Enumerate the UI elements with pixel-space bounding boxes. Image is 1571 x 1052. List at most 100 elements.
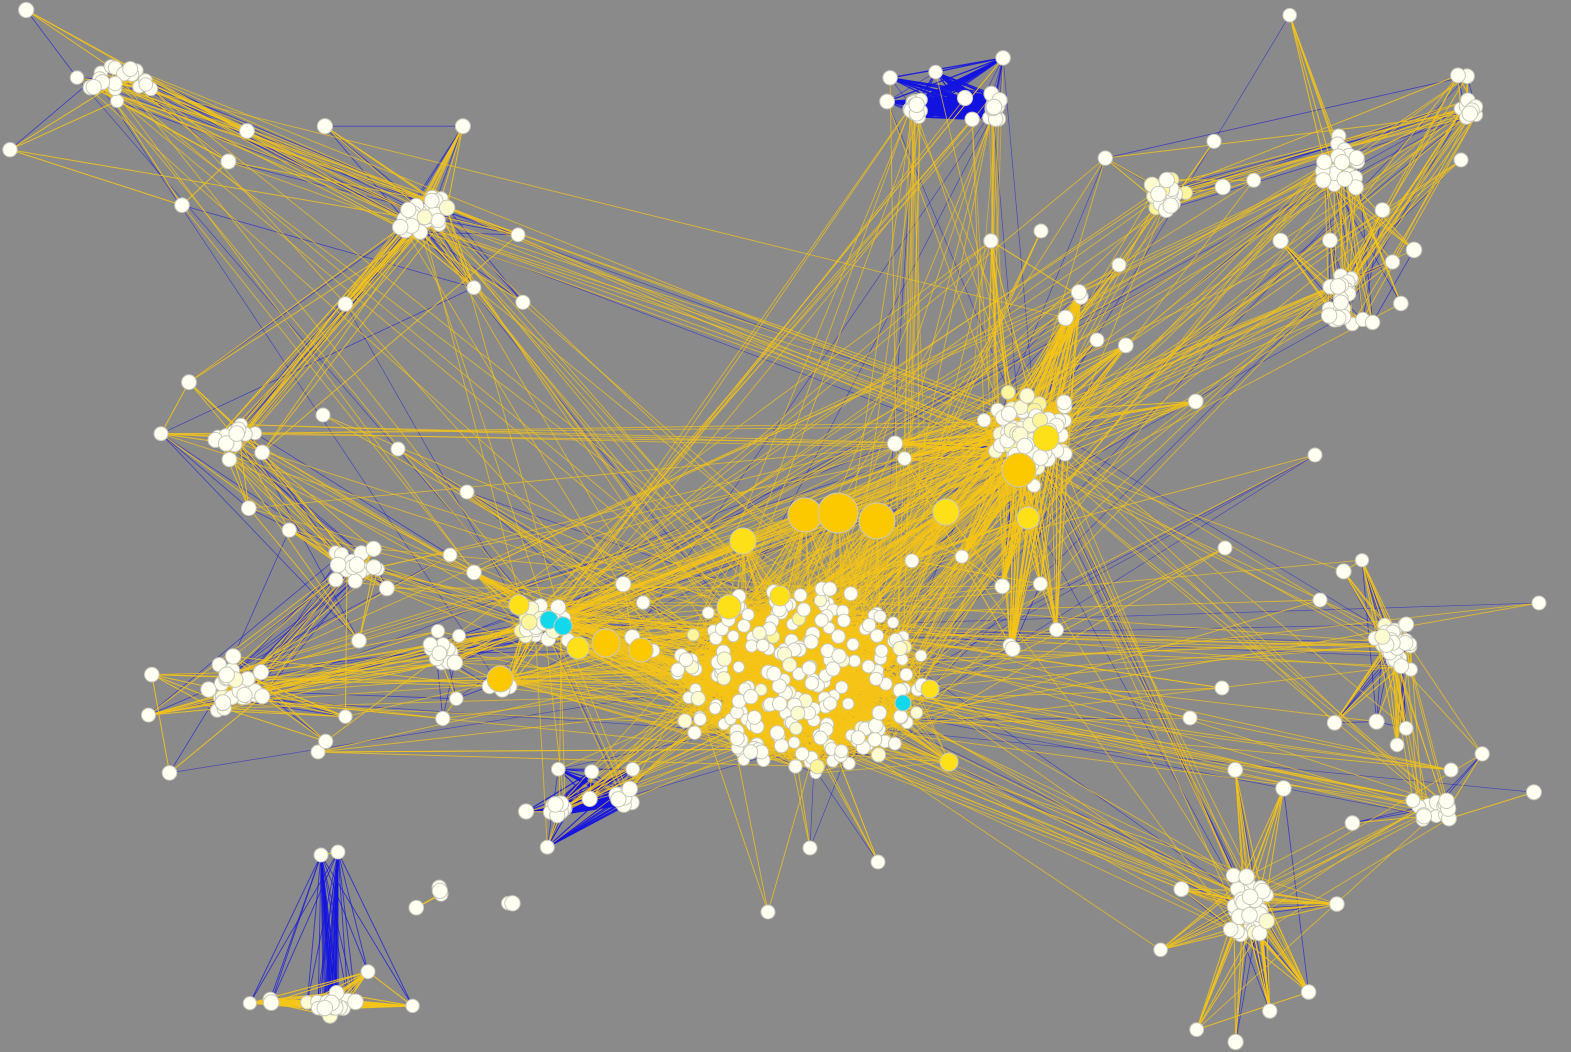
graph-node-highlighted[interactable]: [553, 616, 573, 636]
graph-node[interactable]: [431, 882, 448, 900]
graph-node[interactable]: [610, 791, 627, 808]
graph-node[interactable]: [1089, 332, 1105, 348]
graph-node[interactable]: [1364, 314, 1381, 331]
graph-node[interactable]: [870, 628, 885, 643]
graph-node-hub[interactable]: [769, 585, 791, 607]
graph-node[interactable]: [181, 374, 197, 391]
graph-node[interactable]: [741, 608, 755, 622]
graph-node[interactable]: [351, 632, 367, 649]
graph-node[interactable]: [1405, 793, 1421, 808]
graph-node[interactable]: [843, 586, 859, 602]
graph-node[interactable]: [236, 686, 253, 704]
graph-node[interactable]: [153, 426, 169, 442]
graph-node[interactable]: [908, 96, 925, 114]
graph-node[interactable]: [848, 654, 862, 668]
graph-node[interactable]: [1329, 896, 1345, 912]
graph-node[interactable]: [1222, 921, 1239, 938]
graph-node[interactable]: [1348, 149, 1365, 167]
graph-node[interactable]: [893, 709, 908, 724]
graph-node[interactable]: [466, 280, 482, 296]
graph-node[interactable]: [446, 654, 464, 671]
graph-node-highlighted[interactable]: [894, 694, 912, 712]
graph-node[interactable]: [994, 578, 1011, 595]
graph-node[interactable]: [242, 996, 257, 1011]
graph-node[interactable]: [835, 680, 849, 694]
graph-node[interactable]: [687, 725, 702, 740]
graph-node[interactable]: [1258, 912, 1275, 930]
graph-node[interactable]: [310, 744, 326, 760]
graph-node[interactable]: [316, 999, 334, 1017]
graph-node[interactable]: [1316, 153, 1333, 170]
graph-node[interactable]: [1275, 780, 1292, 797]
graph-node[interactable]: [615, 576, 632, 593]
graph-node[interactable]: [964, 111, 980, 128]
graph-node[interactable]: [1238, 868, 1255, 886]
graph-node-hub[interactable]: [508, 594, 530, 616]
graph-node[interactable]: [220, 153, 237, 170]
graph-node[interactable]: [861, 659, 876, 674]
graph-node[interactable]: [813, 730, 828, 746]
graph-node[interactable]: [1189, 1022, 1205, 1037]
graph-node[interactable]: [743, 744, 759, 760]
graph-node[interactable]: [825, 661, 841, 677]
graph-node[interactable]: [330, 844, 346, 860]
graph-node[interactable]: [787, 736, 801, 749]
graph-node[interactable]: [1312, 592, 1328, 608]
graph-node[interactable]: [1033, 223, 1049, 239]
graph-node[interactable]: [842, 756, 856, 771]
graph-node[interactable]: [1282, 7, 1297, 23]
graph-node[interactable]: [1474, 746, 1490, 762]
graph-node[interactable]: [218, 666, 235, 684]
graph-node-hub[interactable]: [932, 498, 960, 526]
graph-node[interactable]: [1227, 762, 1244, 778]
graph-node[interactable]: [677, 713, 693, 729]
graph-node[interactable]: [1206, 133, 1222, 149]
graph-node[interactable]: [1374, 202, 1391, 219]
graph-node[interactable]: [886, 435, 904, 452]
graph-node-hub[interactable]: [566, 636, 590, 660]
graph-node[interactable]: [518, 803, 535, 820]
graph-node[interactable]: [1368, 713, 1385, 730]
graph-node[interactable]: [1329, 278, 1347, 295]
graph-node[interactable]: [85, 79, 102, 96]
graph-node[interactable]: [504, 895, 521, 912]
graph-node[interactable]: [390, 441, 406, 457]
graph-node[interactable]: [754, 683, 768, 697]
graph-node[interactable]: [790, 705, 806, 721]
graph-node[interactable]: [1032, 576, 1048, 592]
graph-node[interactable]: [1398, 616, 1415, 633]
graph-node[interactable]: [1335, 563, 1352, 580]
graph-node[interactable]: [337, 296, 354, 312]
graph-node[interactable]: [769, 725, 785, 741]
graph-node[interactable]: [1326, 715, 1343, 731]
graph-node[interactable]: [789, 721, 803, 736]
graph-node[interactable]: [801, 660, 817, 676]
graph-node[interactable]: [1332, 294, 1349, 311]
graph-node[interactable]: [1117, 337, 1134, 354]
graph-node[interactable]: [793, 588, 808, 603]
graph-node[interactable]: [218, 435, 235, 452]
graph-node[interactable]: [985, 98, 1003, 116]
graph-node[interactable]: [138, 77, 154, 92]
graph-node[interactable]: [400, 201, 417, 218]
graph-node[interactable]: [348, 556, 366, 574]
graph-node[interactable]: [995, 50, 1011, 66]
graph-node[interactable]: [782, 657, 798, 673]
graph-node[interactable]: [328, 572, 344, 588]
graph-node-hub[interactable]: [858, 502, 896, 540]
graph-node[interactable]: [365, 540, 382, 558]
graph-node[interactable]: [2, 142, 18, 158]
graph-node[interactable]: [954, 549, 970, 564]
graph-node[interactable]: [1336, 170, 1353, 188]
graph-node[interactable]: [1016, 437, 1033, 455]
graph-node[interactable]: [1307, 447, 1323, 463]
graph-node[interactable]: [1393, 658, 1410, 675]
graph-node[interactable]: [846, 637, 860, 652]
graph-node-hub[interactable]: [729, 527, 757, 555]
graph-node[interactable]: [1322, 232, 1338, 249]
graph-node[interactable]: [928, 64, 943, 80]
graph-node[interactable]: [221, 451, 238, 468]
graph-node[interactable]: [1393, 295, 1409, 312]
graph-node[interactable]: [262, 994, 280, 1011]
